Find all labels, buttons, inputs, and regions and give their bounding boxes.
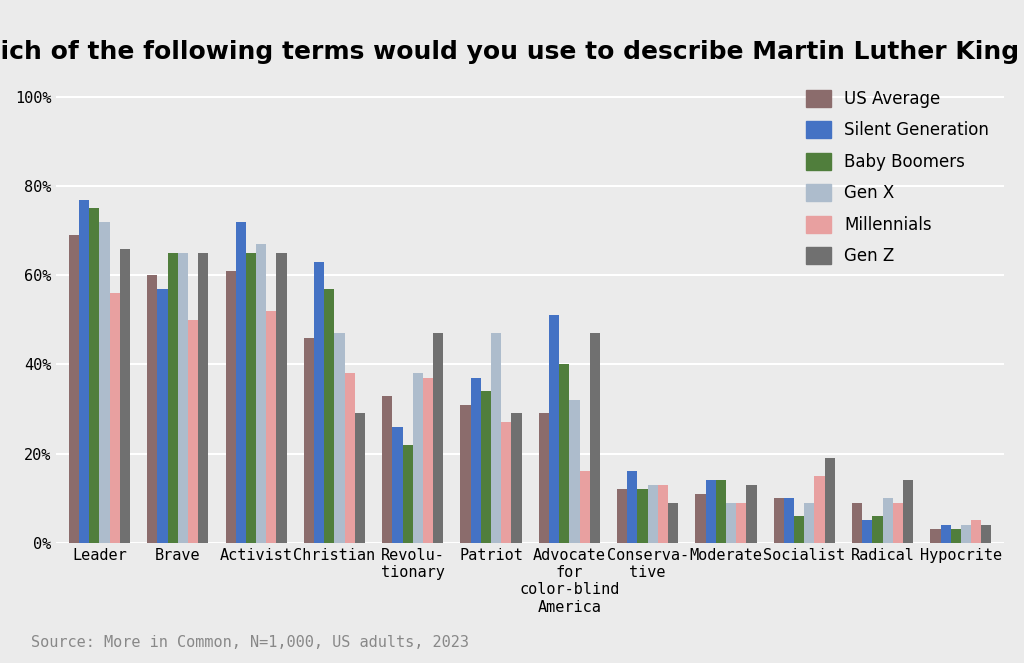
- Bar: [79, 200, 89, 543]
- Bar: [225, 271, 236, 543]
- Bar: [511, 414, 521, 543]
- Bar: [402, 445, 413, 543]
- Bar: [716, 481, 726, 543]
- Bar: [276, 253, 287, 543]
- Bar: [647, 485, 657, 543]
- Bar: [804, 503, 814, 543]
- Bar: [539, 414, 549, 543]
- Bar: [852, 503, 862, 543]
- Bar: [784, 498, 795, 543]
- Bar: [590, 333, 600, 543]
- Bar: [814, 476, 824, 543]
- Bar: [559, 365, 569, 543]
- Bar: [961, 525, 971, 543]
- Bar: [382, 396, 392, 543]
- Bar: [433, 333, 443, 543]
- Bar: [774, 498, 784, 543]
- Bar: [549, 316, 559, 543]
- Bar: [178, 253, 188, 543]
- Bar: [668, 503, 678, 543]
- Bar: [726, 503, 736, 543]
- Bar: [158, 288, 168, 543]
- Bar: [335, 333, 344, 543]
- Bar: [931, 530, 941, 543]
- Bar: [481, 391, 492, 543]
- Bar: [569, 400, 580, 543]
- Bar: [471, 378, 481, 543]
- Bar: [501, 422, 511, 543]
- Bar: [266, 311, 276, 543]
- Bar: [883, 498, 893, 543]
- Text: Which of the following terms would you use to describe Martin Luther King Jr.?: Which of the following terms would you u…: [0, 40, 1024, 64]
- Bar: [89, 208, 99, 543]
- Bar: [314, 262, 325, 543]
- Bar: [795, 516, 804, 543]
- Bar: [120, 249, 130, 543]
- Bar: [981, 525, 991, 543]
- Bar: [893, 503, 903, 543]
- Bar: [746, 485, 757, 543]
- Bar: [325, 288, 335, 543]
- Bar: [99, 222, 110, 543]
- Bar: [657, 485, 668, 543]
- Bar: [168, 253, 178, 543]
- Bar: [628, 471, 638, 543]
- Bar: [392, 427, 402, 543]
- Bar: [188, 320, 198, 543]
- Bar: [941, 525, 950, 543]
- Bar: [736, 503, 746, 543]
- Bar: [862, 520, 872, 543]
- Bar: [110, 293, 120, 543]
- Bar: [236, 222, 246, 543]
- Bar: [198, 253, 208, 543]
- Bar: [695, 494, 706, 543]
- Bar: [147, 275, 158, 543]
- Bar: [638, 489, 647, 543]
- Bar: [950, 530, 961, 543]
- Bar: [69, 235, 79, 543]
- Bar: [706, 481, 716, 543]
- Bar: [824, 458, 835, 543]
- Bar: [354, 414, 365, 543]
- Bar: [617, 489, 628, 543]
- Bar: [492, 333, 501, 543]
- Bar: [304, 337, 314, 543]
- Bar: [413, 373, 423, 543]
- Bar: [580, 471, 590, 543]
- Bar: [423, 378, 433, 543]
- Bar: [246, 253, 256, 543]
- Bar: [971, 520, 981, 543]
- Bar: [344, 373, 354, 543]
- Bar: [872, 516, 883, 543]
- Bar: [256, 244, 266, 543]
- Bar: [903, 481, 913, 543]
- Bar: [461, 404, 471, 543]
- Legend: US Average, Silent Generation, Baby Boomers, Gen X, Millennials, Gen Z: US Average, Silent Generation, Baby Boom…: [799, 83, 995, 272]
- Text: Source: More in Common, N=1,000, US adults, 2023: Source: More in Common, N=1,000, US adul…: [31, 634, 469, 650]
